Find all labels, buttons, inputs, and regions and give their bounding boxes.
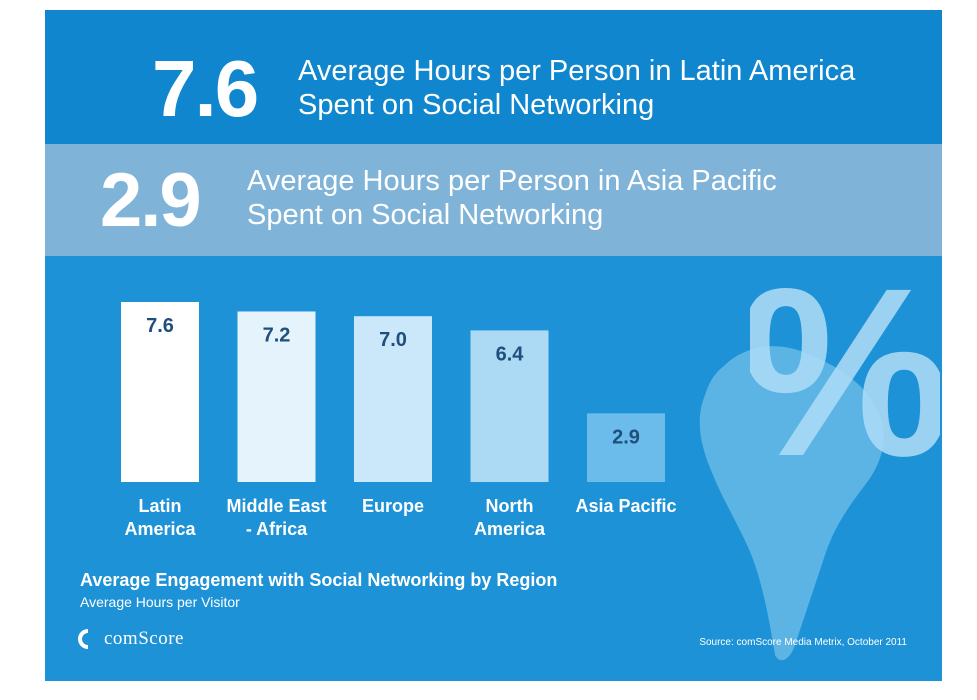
south-america-map-icon (699, 346, 884, 661)
asia-pacific-headline-line2: Spent on Social Networking (247, 199, 604, 231)
latin-america-headline-line2: Spent on Social Networking (298, 89, 655, 121)
category-label: America (474, 519, 546, 539)
bar-value-label: 7.0 (379, 329, 407, 351)
bar-2 (354, 316, 432, 482)
bar-value-label: 6.4 (496, 343, 525, 365)
asia-pacific-big-number: 2.9 (100, 158, 202, 243)
source-note: Source: comScore Media Metrix, October 2… (699, 637, 907, 648)
comscore-logo: comScore (78, 628, 184, 650)
latin-america-big-number: 7.6 (152, 44, 259, 133)
asia-pacific-headline-line1: Average Hours per Person in Asia Pacific (247, 165, 777, 197)
infographic-card: 7.6 Average Hours per Person in Latin Am… (45, 10, 942, 681)
bar-4 (587, 413, 665, 482)
percent-symbol: % (750, 255, 940, 485)
comscore-logo-icon (78, 629, 88, 649)
bar-0 (121, 302, 199, 482)
asia-pacific-banner: 2.9 Average Hours per Person in Asia Pac… (45, 144, 942, 256)
latin-america-headline: Average Hours per Person in Latin Americ… (298, 54, 855, 122)
region-bar-chart: 7.6 Latin America 7.2 Middle East - Africa 7.0… (121, 302, 677, 539)
chart-subtitle: Average Hours per Visitor (80, 594, 240, 610)
bar-value-label: 2.9 (612, 426, 640, 448)
bar-1 (237, 311, 316, 482)
bar-3 (470, 330, 549, 482)
bar-value-label: 7.6 (146, 315, 174, 337)
category-label: - Africa (246, 519, 308, 539)
comscore-logo-text: comScore (104, 628, 184, 649)
bar-value-label: 7.2 (263, 324, 291, 346)
chart-title: Average Engagement with Social Networkin… (80, 570, 558, 590)
latin-america-headline-line1: Average Hours per Person in Latin Americ… (298, 55, 856, 87)
percent-symbol-icon: % (750, 255, 940, 485)
category-label: Asia Pacific (575, 496, 676, 516)
category-label: Middle East (226, 496, 326, 516)
category-label: Latin (139, 496, 182, 516)
latin-america-banner: 7.6 Average Hours per Person in Latin Am… (45, 10, 942, 144)
asia-pacific-headline: Average Hours per Person in Asia Pacific… (247, 164, 777, 232)
category-label: North (486, 496, 534, 516)
category-label: Europe (362, 496, 424, 516)
category-label: America (124, 519, 196, 539)
